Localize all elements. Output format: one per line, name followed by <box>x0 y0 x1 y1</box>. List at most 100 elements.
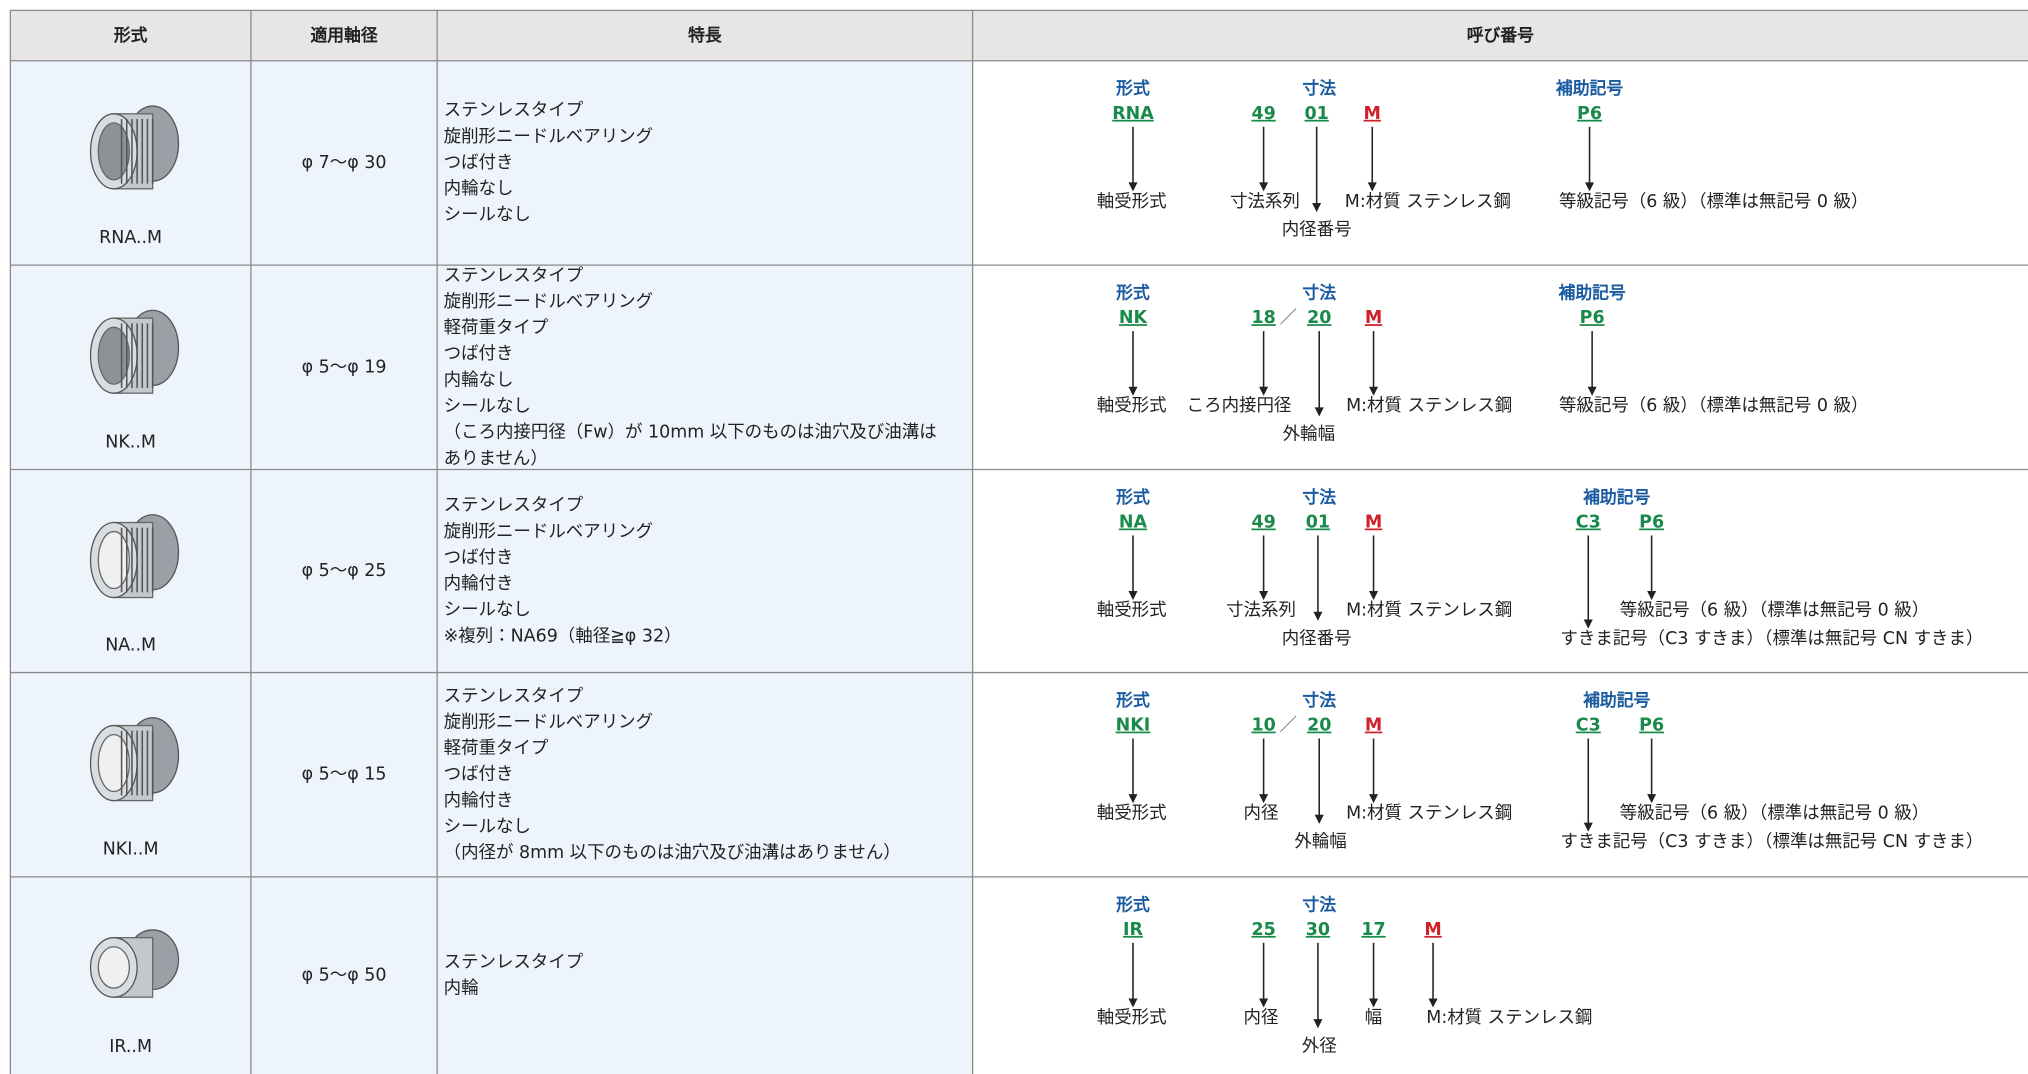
feature: （内径が 8mm 以下のものは油穴及び油溝はありません） <box>444 843 901 863</box>
bearing-bore <box>97 122 130 181</box>
bearing-image <box>89 929 180 998</box>
arrow-head <box>1583 619 1593 629</box>
feature: 内輪付き <box>444 791 514 811</box>
arrow-head <box>1128 998 1138 1008</box>
feature: ステンレスタイプ <box>444 101 584 121</box>
group-label: 寸法 <box>1302 894 1336 914</box>
feature: つば付き <box>444 153 514 173</box>
model-name: IR..M <box>109 1037 152 1057</box>
arrow-head <box>1128 591 1138 601</box>
code: 17 <box>1361 920 1385 940</box>
code: P6 <box>1639 716 1664 736</box>
feature: ※複列：NA69（軸径≧φ 32） <box>444 626 682 646</box>
header-cell: 適用軸径 <box>310 25 378 45</box>
feature: シールなし <box>444 600 531 620</box>
description: 軸受形式 <box>1097 1008 1167 1028</box>
feature: 内輪 <box>444 979 479 999</box>
description: M:材質 ステンレス鋼 <box>1346 396 1512 416</box>
feature: 旋削形ニードルベアリング <box>444 522 653 542</box>
code: C3 <box>1576 513 1601 533</box>
code: 10 <box>1251 716 1275 736</box>
description: すきま記号（C3 すきま）（標準は無記号 CN すきま） <box>1560 832 1983 852</box>
group-label: 形式 <box>1116 283 1150 303</box>
arrow-head <box>1313 1019 1323 1029</box>
arrow-head <box>1585 182 1595 192</box>
description: 軸受形式 <box>1097 396 1167 416</box>
model-name: NA..M <box>105 635 156 655</box>
feature: 内輪なし <box>444 370 514 390</box>
arrow-head <box>1313 611 1323 621</box>
group-label: 補助記号 <box>1556 78 1623 98</box>
code: M <box>1364 104 1381 124</box>
arrow-head <box>1369 386 1379 396</box>
header-cell: 形式 <box>114 25 148 45</box>
arrow-head <box>1259 998 1269 1008</box>
group-label: 形式 <box>1116 690 1150 710</box>
feature: （ころ内接円径（Fw）が 10mm 以下のものは油穴及び油溝は <box>444 423 937 443</box>
code: NA <box>1119 513 1148 533</box>
feature: ステンレスタイプ <box>444 266 584 286</box>
group-label: 寸法 <box>1302 283 1336 303</box>
model-name: NK..M <box>105 432 156 452</box>
code: 30 <box>1306 920 1330 940</box>
shaft-diameter: φ 5～φ 19 <box>302 357 387 377</box>
code: RNA <box>1112 104 1154 124</box>
description: 内径 <box>1244 1008 1279 1028</box>
code: P6 <box>1577 104 1602 124</box>
code: 25 <box>1251 920 1275 940</box>
description: 等級記号（6 級）（標準は無記号 0 級） <box>1559 192 1868 212</box>
description: M:材質 ステンレス鋼 <box>1345 192 1511 212</box>
code: 01 <box>1306 513 1330 533</box>
shaft-diameter: φ 5～φ 25 <box>302 561 387 581</box>
code: M <box>1424 920 1441 940</box>
arrow-head <box>1259 386 1269 396</box>
arrow-head <box>1428 998 1438 1008</box>
description: 外輪幅 <box>1294 832 1346 852</box>
code: 01 <box>1304 104 1328 124</box>
code: M <box>1365 513 1382 533</box>
header-bg <box>10 10 2028 61</box>
code: P6 <box>1639 513 1664 533</box>
code: ／ <box>1279 308 1296 328</box>
arrow-head <box>1259 591 1269 601</box>
arrow-head <box>1314 407 1324 417</box>
description: M:材質 ステンレス鋼 <box>1346 600 1512 620</box>
description: M:材質 ステンレス鋼 <box>1346 804 1512 824</box>
feature: 内輪付き <box>444 574 514 594</box>
feature: ステンレスタイプ <box>444 496 584 516</box>
description: 外径 <box>1302 1036 1337 1056</box>
arrow-head <box>1128 386 1138 396</box>
code: 49 <box>1251 513 1275 533</box>
group-label: 寸法 <box>1302 690 1336 710</box>
group-label: 補助記号 <box>1583 487 1650 507</box>
feature: 旋削形ニードルベアリング <box>444 712 653 732</box>
header-cell: 特長 <box>688 25 722 45</box>
feature: ステンレスタイプ <box>444 686 584 706</box>
feature: つば付き <box>444 548 514 568</box>
arrow-head <box>1128 794 1138 804</box>
arrow-head <box>1259 182 1269 192</box>
code: IR <box>1123 920 1143 940</box>
feature: つば付き <box>444 344 514 364</box>
arrow-head <box>1587 386 1597 396</box>
arrow-head <box>1369 591 1379 601</box>
arrow-head <box>1128 182 1138 192</box>
description: 等級記号（6 級）（標準は無記号 0 級） <box>1620 600 1929 620</box>
description: 軸受形式 <box>1097 804 1167 824</box>
arrow-head <box>1259 794 1269 804</box>
group-label: 形式 <box>1116 894 1150 914</box>
arrow-head <box>1647 794 1657 804</box>
bearing-bore <box>97 530 130 590</box>
description: 軸受形式 <box>1097 192 1167 212</box>
bearing-bore <box>97 946 130 989</box>
code: 49 <box>1251 104 1275 124</box>
arrow-head <box>1367 182 1377 192</box>
arrow-head <box>1314 814 1324 824</box>
feature: ステンレスタイプ <box>444 952 584 972</box>
shaft-diameter: φ 5～φ 50 <box>302 965 387 985</box>
code: P6 <box>1580 308 1605 328</box>
bearing-image <box>89 309 180 394</box>
arrow-head <box>1583 822 1593 832</box>
